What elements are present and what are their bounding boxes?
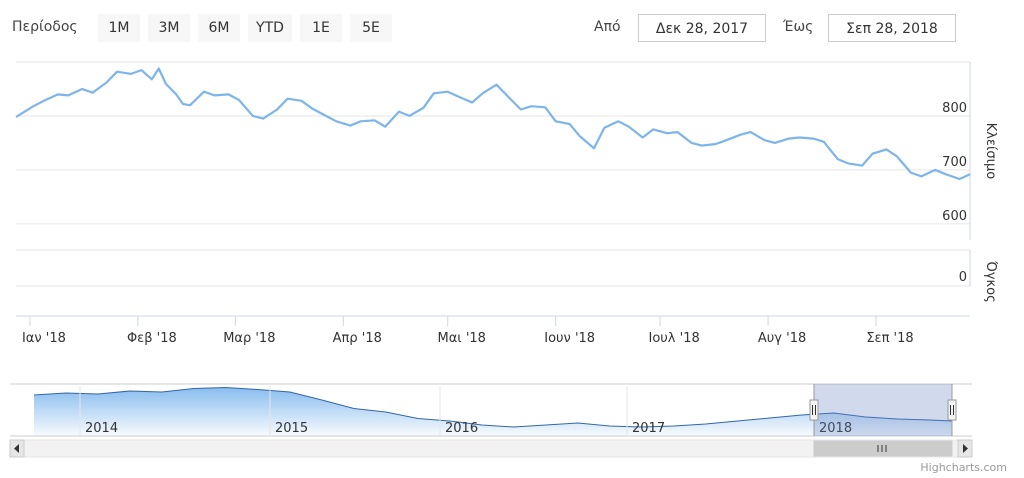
to-date-input[interactable]: Σεπ 28, 2018 — [828, 14, 956, 42]
range-button-1y[interactable]: 1E — [300, 14, 342, 42]
navigator-year-label: 2016 — [445, 421, 478, 436]
volume-axis-title: Όγκος — [983, 260, 998, 303]
to-label: Έως — [783, 19, 814, 35]
x-tick-label: Αυγ '18 — [758, 331, 806, 346]
x-tick-label: Σεπ '18 — [866, 331, 913, 346]
scrollbar-thumb — [813, 440, 953, 457]
from-label: Από — [594, 19, 621, 35]
price-series — [15, 67, 971, 181]
x-tick-label: Φεβ '18 — [127, 331, 177, 346]
range-button-6m[interactable]: 6M — [198, 14, 240, 42]
range-button-5y[interactable]: 5E — [350, 14, 392, 42]
x-tick-label: Ιουν '18 — [544, 331, 595, 346]
navigator-selection — [814, 384, 952, 436]
navigator-year-label: 2015 — [275, 421, 308, 436]
range-selector: Περίοδος 1M 3M 6M YTD 1E 5E Από Δεκ 28, … — [0, 0, 1024, 56]
arrow-right-icon — [963, 444, 968, 453]
x-tick-label: Μαρ '18 — [223, 331, 275, 346]
navigator-handle-left[interactable] — [809, 399, 819, 421]
navigator-year-label: 2018 — [819, 421, 852, 436]
arrow-left-icon — [14, 444, 19, 453]
volume-tick-label: 0 — [959, 270, 967, 285]
x-tick-label: Ιαν '18 — [22, 331, 66, 346]
navigator-year-label: 2014 — [85, 421, 118, 436]
y-axis: 600 700 800 Κλείσιμο 0 Όγκος — [942, 62, 998, 303]
x-tick-label: Απρ '18 — [333, 331, 382, 346]
price-line — [15, 67, 971, 181]
credits-link[interactable]: Highcharts.com — [920, 461, 1007, 474]
y-tick-label: 800 — [942, 101, 967, 116]
navigator[interactable]: 2014 2015 2016 2017 2018 — [9, 383, 973, 458]
from-date-input[interactable]: Δεκ 28, 2017 — [638, 14, 766, 42]
range-button-ytd[interactable]: YTD — [248, 14, 292, 42]
x-axis: Ιαν '18 Φεβ '18 Μαρ '18 Απρ '18 Μαι '18 Ιουν … — [16, 315, 970, 346]
x-tick-label: Μαι '18 — [438, 331, 486, 346]
scrollbar[interactable] — [9, 439, 973, 458]
navigator-line — [33, 386, 953, 428]
navigator-area — [34, 387, 952, 436]
grid-lines — [16, 61, 970, 287]
x-tick-label: Ιουλ '18 — [648, 331, 699, 346]
range-button-3m[interactable]: 3M — [148, 14, 190, 42]
navigator-year-label: 2017 — [632, 421, 665, 436]
period-label: Περίοδος — [12, 19, 78, 35]
navigator-handle-right[interactable] — [947, 399, 957, 421]
range-button-1m[interactable]: 1M — [98, 14, 140, 42]
y-tick-label: 600 — [942, 209, 967, 224]
y-axis-title: Κλείσιμο — [983, 123, 998, 180]
y-tick-label: 700 — [942, 155, 967, 170]
